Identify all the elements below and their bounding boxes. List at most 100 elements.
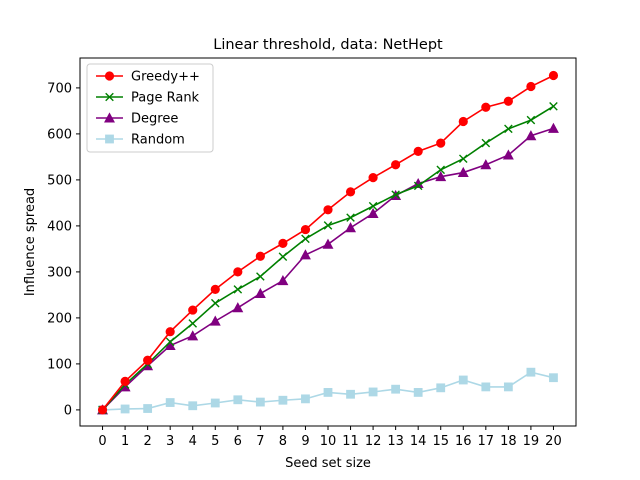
legend-label: Degree	[131, 112, 178, 127]
y-tick-label: 600	[47, 127, 72, 142]
data-point	[346, 213, 355, 222]
data-point	[525, 130, 537, 141]
data-point	[210, 298, 220, 308]
data-point	[391, 384, 401, 394]
x-tick-label: 17	[478, 434, 495, 449]
legend-box	[86, 63, 214, 153]
legend-marker	[105, 134, 114, 144]
y-tick-label: 500	[47, 173, 72, 188]
data-point	[323, 221, 333, 230]
data-point	[435, 171, 447, 182]
data-point	[97, 405, 108, 415]
data-point	[300, 224, 311, 235]
data-point	[526, 367, 536, 377]
data-point	[413, 388, 423, 397]
x-tick-label: 16	[455, 434, 472, 449]
data-point	[502, 149, 514, 160]
x-tick-label: 9	[301, 434, 309, 449]
data-point	[277, 274, 289, 286]
axes-frame	[79, 57, 577, 427]
data-point	[549, 102, 558, 111]
x-tick-label: 2	[143, 434, 151, 449]
data-point	[301, 394, 310, 404]
data-point	[368, 201, 378, 211]
y-tick-label: 0	[64, 403, 72, 418]
y-axis-ticks: 0 100 200 300 400 500 600 700	[47, 81, 80, 418]
data-point	[368, 173, 378, 183]
data-point	[120, 376, 130, 386]
data-point	[188, 319, 198, 328]
data-point	[549, 373, 558, 383]
legend-label: Greedy++	[131, 70, 200, 85]
legend-item: Degree	[96, 112, 178, 127]
data-point	[436, 138, 446, 148]
data-point	[547, 122, 559, 133]
x-tick-label: 20	[545, 434, 562, 449]
legend-marker	[104, 112, 115, 123]
data-point	[143, 355, 153, 365]
data-point	[120, 404, 130, 414]
data-point	[254, 287, 266, 299]
x-tick-label: 10	[320, 434, 337, 449]
data-point	[210, 398, 220, 408]
data-point	[480, 159, 492, 170]
data-point	[323, 388, 333, 397]
data-point	[323, 205, 333, 215]
data-point	[188, 305, 198, 315]
y-tick-label: 700	[47, 81, 72, 96]
data-point	[322, 238, 334, 249]
data-point	[391, 160, 401, 170]
data-point	[210, 284, 220, 294]
data-point	[278, 395, 288, 405]
x-tick-label: 3	[166, 434, 174, 449]
legend-item: Greedy++	[96, 70, 200, 85]
data-point	[458, 375, 468, 385]
data-point	[233, 267, 243, 277]
data-point	[255, 251, 265, 261]
x-tick-label: 8	[279, 434, 287, 449]
data-point	[436, 383, 446, 393]
chart-title: Linear threshold, data: NetHept	[213, 37, 443, 53]
legend-item: Page Rank	[96, 91, 200, 106]
x-tick-label: 13	[387, 434, 404, 449]
data-point	[457, 166, 469, 178]
data-point	[413, 146, 423, 156]
x-tick-label: 12	[365, 434, 382, 449]
series-random	[98, 367, 558, 415]
data-point	[526, 81, 536, 92]
legend-marker	[105, 92, 114, 102]
y-tick-label: 300	[47, 265, 72, 280]
data-point	[503, 382, 513, 392]
data-point	[255, 397, 265, 407]
data-point	[458, 154, 468, 164]
data-point	[345, 187, 356, 197]
y-axis-label: Influence spread	[23, 188, 38, 296]
x-tick-label: 4	[189, 434, 197, 449]
legend-label: Page Rank	[131, 91, 200, 106]
data-point	[165, 398, 175, 407]
data-point	[345, 222, 357, 233]
series-greedy-	[97, 70, 559, 415]
data-point	[187, 330, 199, 341]
x-axis-ticks: 0 1 2 3 4 5 6 7 8 9 10 11 12 13 14 15 16 17 18 19 20	[98, 426, 562, 449]
x-axis-label: Seed set size	[285, 456, 371, 471]
data-point	[233, 395, 243, 405]
data-point	[504, 124, 513, 134]
data-point	[481, 102, 491, 112]
y-tick-label: 400	[47, 219, 72, 234]
x-tick-label: 11	[342, 434, 359, 449]
data-point	[368, 387, 378, 397]
data-point	[503, 96, 513, 106]
legend-label: Random	[131, 133, 185, 148]
legend-marker	[104, 71, 115, 81]
data-point	[165, 327, 175, 337]
data-point	[188, 401, 198, 411]
y-tick-label: 200	[47, 311, 72, 326]
data-point	[346, 389, 355, 399]
data-point	[548, 70, 559, 81]
x-tick-label: 14	[410, 434, 427, 449]
x-tick-label: 6	[234, 434, 242, 449]
data-point	[458, 116, 468, 127]
x-tick-label: 18	[500, 434, 517, 449]
